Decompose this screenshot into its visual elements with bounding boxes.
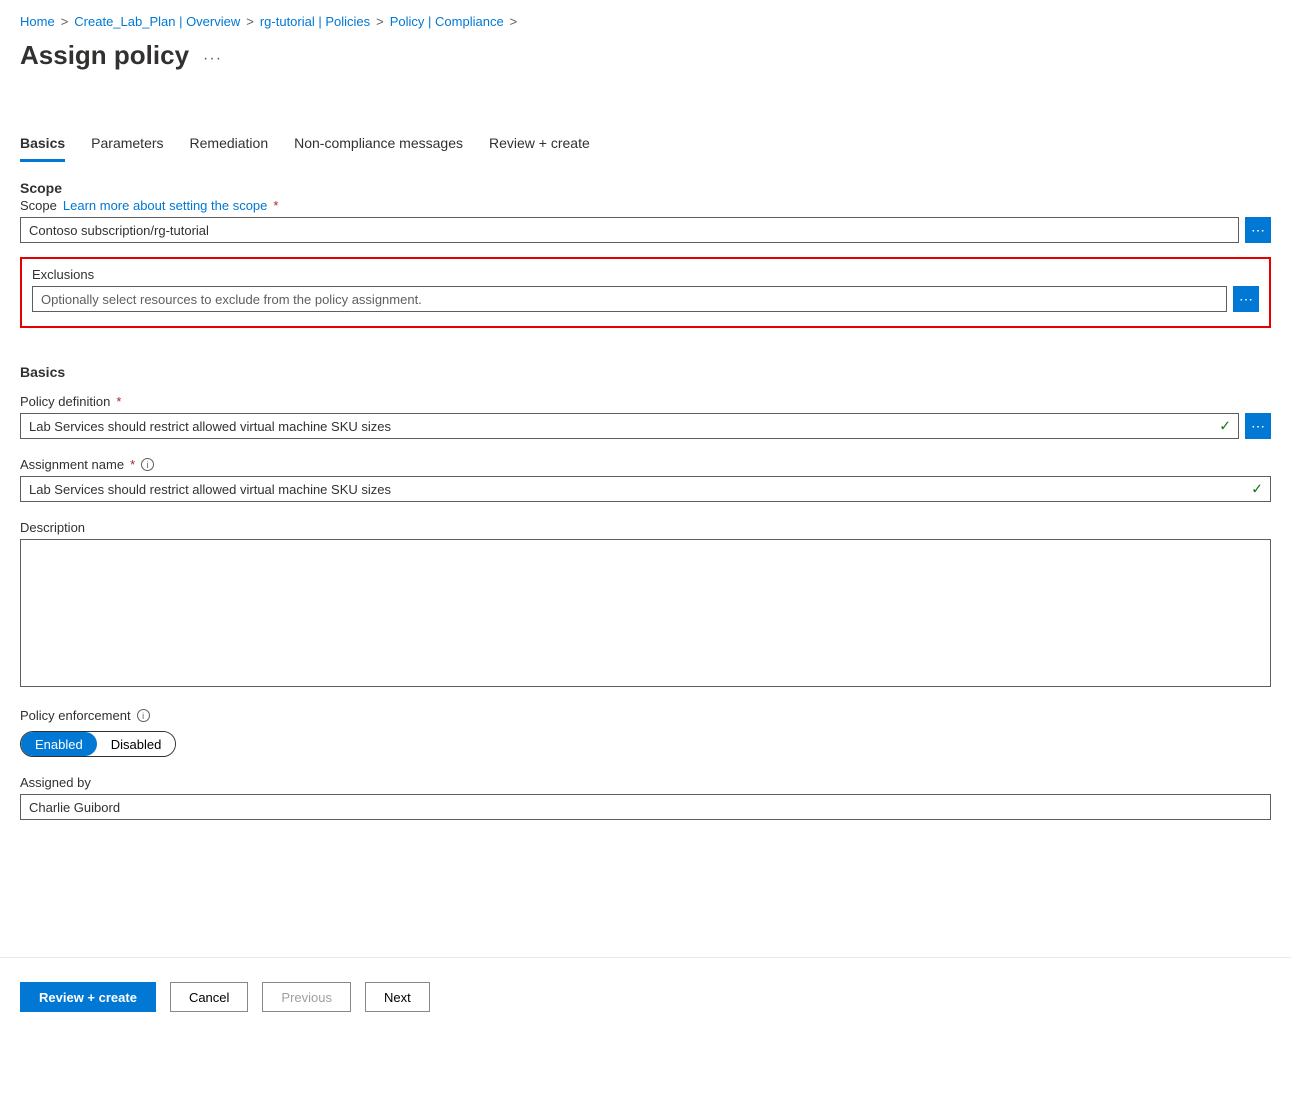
ellipsis-icon: ⋯: [1239, 292, 1253, 306]
ellipsis-icon: ⋯: [1251, 419, 1265, 433]
chevron-right-icon: >: [61, 12, 69, 32]
policy-definition-input[interactable]: [20, 413, 1239, 439]
enforcement-disabled[interactable]: Disabled: [97, 732, 176, 756]
scope-heading: Scope: [20, 180, 1271, 196]
info-icon[interactable]: i: [137, 709, 150, 722]
checkmark-icon: ✓: [1219, 418, 1231, 435]
tab-parameters[interactable]: Parameters: [91, 131, 163, 162]
chevron-right-icon: >: [246, 12, 254, 32]
exclusions-picker-button[interactable]: ⋯: [1233, 286, 1259, 312]
tab-non-compliance[interactable]: Non-compliance messages: [294, 131, 463, 162]
policy-definition-label: Policy definition: [20, 394, 110, 409]
breadcrumb-item[interactable]: Create_Lab_Plan | Overview: [74, 12, 240, 32]
enforcement-enabled[interactable]: Enabled: [21, 732, 97, 756]
breadcrumb: Home > Create_Lab_Plan | Overview > rg-t…: [20, 12, 1271, 32]
chevron-right-icon: >: [376, 12, 384, 32]
required-mark: *: [273, 198, 278, 213]
cancel-button[interactable]: Cancel: [170, 982, 248, 1012]
scope-input[interactable]: [20, 217, 1239, 243]
required-mark: *: [130, 457, 135, 472]
learn-more-link[interactable]: Learn more about setting the scope: [63, 198, 268, 213]
description-label: Description: [20, 520, 85, 535]
ellipsis-icon: ⋯: [1251, 223, 1265, 237]
breadcrumb-item[interactable]: Home: [20, 12, 55, 32]
exclusions-label: Exclusions: [32, 267, 94, 282]
basics-heading: Basics: [20, 364, 1271, 380]
assignment-name-input[interactable]: [20, 476, 1271, 502]
info-icon[interactable]: i: [141, 458, 154, 471]
required-mark: *: [116, 394, 121, 409]
exclusions-input[interactable]: [32, 286, 1227, 312]
assigned-by-label: Assigned by: [20, 775, 91, 790]
exclusions-highlight: Exclusions ⋯: [20, 257, 1271, 328]
more-icon[interactable]: ···: [203, 41, 222, 67]
breadcrumb-item[interactable]: rg-tutorial | Policies: [260, 12, 370, 32]
enforcement-toggle: Enabled Disabled: [20, 731, 176, 757]
next-button[interactable]: Next: [365, 982, 430, 1012]
scope-label: Scope: [20, 198, 57, 213]
policy-enforcement-label: Policy enforcement: [20, 708, 131, 723]
policy-definition-picker-button[interactable]: ⋯: [1245, 413, 1271, 439]
tab-review-create[interactable]: Review + create: [489, 131, 590, 162]
tab-basics[interactable]: Basics: [20, 131, 65, 162]
tab-bar: Basics Parameters Remediation Non-compli…: [20, 131, 1271, 162]
page-title: Assign policy: [20, 40, 189, 71]
chevron-right-icon: >: [510, 12, 518, 32]
footer-divider: [0, 957, 1291, 958]
tab-remediation[interactable]: Remediation: [190, 131, 269, 162]
assigned-by-input[interactable]: [20, 794, 1271, 820]
checkmark-icon: ✓: [1251, 481, 1263, 498]
scope-picker-button[interactable]: ⋯: [1245, 217, 1271, 243]
breadcrumb-item[interactable]: Policy | Compliance: [390, 12, 504, 32]
review-create-button[interactable]: Review + create: [20, 982, 156, 1012]
previous-button: Previous: [262, 982, 351, 1012]
description-textarea[interactable]: [20, 539, 1271, 687]
assignment-name-label: Assignment name: [20, 457, 124, 472]
